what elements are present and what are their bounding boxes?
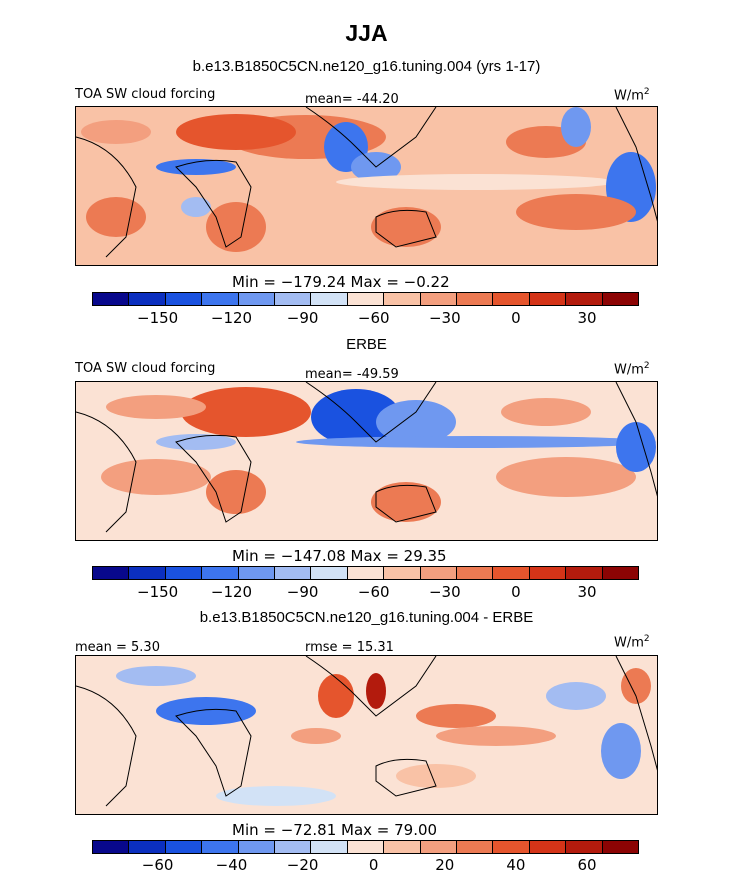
colorbar-swatch <box>165 293 203 305</box>
colorbar-swatch <box>347 567 385 579</box>
colorbar-swatch <box>529 567 567 579</box>
panel-3-mean-label: mean = 5.30 <box>75 640 160 655</box>
panel-3-colorbar <box>92 840 639 854</box>
panel-1-mean-label: mean= -44.20 <box>305 92 399 107</box>
colorbar-swatch <box>165 567 203 579</box>
colorbar-swatch <box>311 293 348 305</box>
colorbar-tick-label: 0 <box>511 309 521 327</box>
panel-3-units: W/m2 <box>614 634 650 651</box>
colorbar-swatch <box>275 567 312 579</box>
colorbar-swatch <box>602 293 639 305</box>
panel-2-colorbar <box>92 566 639 580</box>
colorbar-tick-label: −20 <box>286 856 319 874</box>
colorbar-swatch <box>202 567 239 579</box>
colorbar-swatch <box>238 567 276 579</box>
panel-1-variable-label: TOA SW cloud forcing <box>75 87 216 102</box>
colorbar-swatch <box>566 293 603 305</box>
colorbar-swatch <box>457 841 494 853</box>
colorbar-tick-label: −60 <box>357 583 390 601</box>
colorbar-swatch <box>129 567 166 579</box>
colorbar-swatch <box>602 567 639 579</box>
plot-title: JJA <box>345 20 388 46</box>
colorbar-tick-label: −30 <box>428 583 461 601</box>
colorbar-swatch <box>238 841 276 853</box>
colorbar-swatch <box>384 567 421 579</box>
colorbar-swatch <box>347 293 385 305</box>
colorbar-tick-label: −60 <box>357 309 390 327</box>
colorbar-swatch <box>420 841 458 853</box>
panel-3-minmax: Min = −72.81 Max = 79.00 <box>232 821 438 839</box>
panel-1-colorbar-ticks: −150 −120 −90 −60 −30 0 30 <box>92 309 639 329</box>
panel-3-colorbar-ticks: −60 −40 −20 0 20 40 60 <box>92 856 639 876</box>
panel-3-rmse-label: rmse = 15.31 <box>305 640 394 655</box>
colorbar-tick-label: 30 <box>577 309 597 327</box>
colorbar-tick-label: −150 <box>137 583 179 601</box>
panel-1-units: W/m2 <box>614 87 650 104</box>
colorbar-swatch <box>311 841 348 853</box>
panel-2-minmax: Min = −147.08 Max = 29.35 <box>232 547 447 565</box>
colorbar-swatch <box>420 293 458 305</box>
panel-2-title: ERBE <box>346 336 387 353</box>
colorbar-tick-label: −150 <box>137 309 179 327</box>
colorbar-tick-label: −120 <box>210 309 253 327</box>
panel-1-map <box>75 106 658 266</box>
panel-2-units: W/m2 <box>614 361 650 378</box>
colorbar-swatch <box>311 567 348 579</box>
colorbar-tick-label: 20 <box>435 856 455 874</box>
colorbar-swatch <box>566 841 603 853</box>
colorbar-swatch <box>165 841 203 853</box>
colorbar-tick-label: −120 <box>210 583 253 601</box>
colorbar-swatch <box>129 293 166 305</box>
colorbar-swatch <box>275 293 312 305</box>
panel-2-map <box>75 381 658 541</box>
colorbar-swatch <box>566 567 603 579</box>
colorbar-tick-label: 40 <box>506 856 526 874</box>
colorbar-swatch <box>384 293 421 305</box>
colorbar-swatch <box>202 293 239 305</box>
panel-1-title: b.e13.B1850C5CN.ne120_g16.tuning.004 (yr… <box>192 58 541 75</box>
colorbar-swatch <box>93 293 130 305</box>
panel-2-variable-label: TOA SW cloud forcing <box>75 361 216 376</box>
colorbar-swatch <box>493 293 530 305</box>
colorbar-swatch <box>384 841 421 853</box>
colorbar-swatch <box>457 293 494 305</box>
colorbar-tick-label: 0 <box>368 856 379 874</box>
panel-2-mean-label: mean= -49.59 <box>305 367 399 382</box>
colorbar-swatch <box>602 841 639 853</box>
panel-1-colorbar <box>92 292 639 306</box>
panel-3-title: b.e13.B1850C5CN.ne120_g16.tuning.004 - E… <box>199 609 534 626</box>
colorbar-tick-label: 60 <box>577 856 597 874</box>
colorbar-swatch <box>275 841 312 853</box>
colorbar-swatch <box>129 841 166 853</box>
panel-3-map <box>75 655 658 815</box>
colorbar-swatch <box>93 567 130 579</box>
colorbar-swatch <box>493 567 530 579</box>
colorbar-swatch <box>347 841 385 853</box>
colorbar-swatch <box>529 841 567 853</box>
colorbar-tick-label: −30 <box>428 309 461 327</box>
colorbar-tick-label: 30 <box>577 583 597 601</box>
colorbar-tick-label: −60 <box>141 856 174 874</box>
panel-1-minmax: Min = −179.24 Max = −0.22 <box>232 273 450 291</box>
colorbar-swatch <box>202 841 239 853</box>
colorbar-tick-label: −90 <box>286 309 319 327</box>
panel-2-colorbar-ticks: −150 −120 −90 −60 −30 0 30 <box>92 583 639 603</box>
colorbar-swatch <box>238 293 276 305</box>
colorbar-swatch <box>529 293 567 305</box>
colorbar-tick-label: −90 <box>286 583 319 601</box>
colorbar-swatch <box>420 567 458 579</box>
colorbar-tick-label: 0 <box>511 583 521 601</box>
colorbar-swatch <box>93 841 130 853</box>
colorbar-swatch <box>493 841 530 853</box>
colorbar-swatch <box>457 567 494 579</box>
colorbar-tick-label: −40 <box>215 856 248 874</box>
